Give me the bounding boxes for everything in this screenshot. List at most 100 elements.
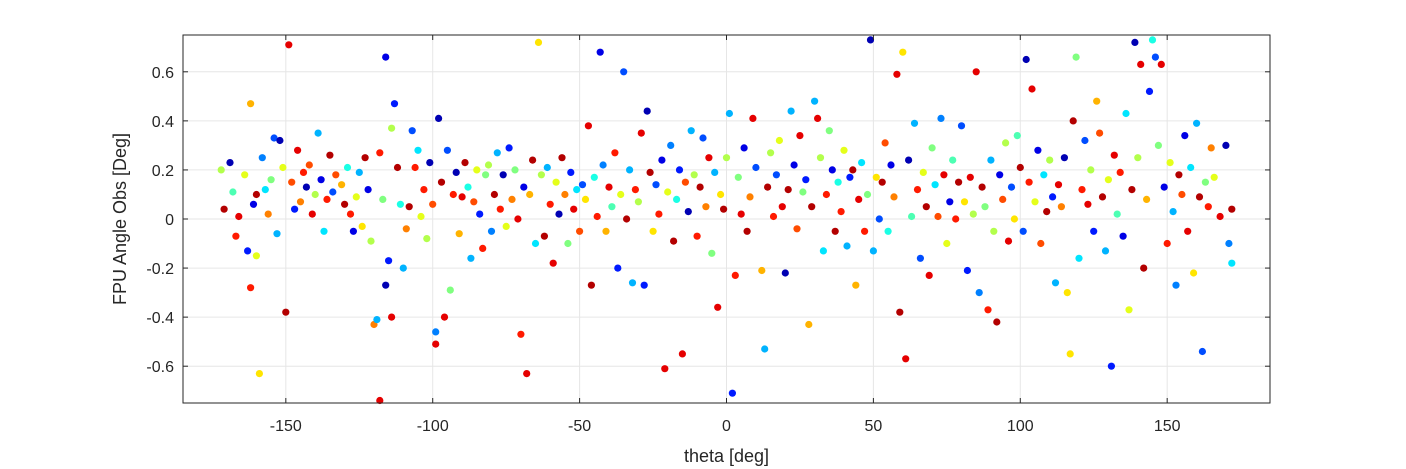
- data-point: [969, 210, 977, 218]
- y-tick-label: 0: [165, 212, 174, 229]
- data-point: [247, 284, 255, 292]
- x-tick-label: 100: [1007, 418, 1034, 435]
- data-point: [626, 166, 634, 174]
- data-point: [646, 168, 654, 176]
- data-point: [226, 159, 234, 167]
- data-point: [1166, 159, 1174, 167]
- data-point: [552, 178, 560, 186]
- data-point: [593, 212, 601, 221]
- data-point: [957, 122, 966, 130]
- data-point: [652, 181, 660, 189]
- data-point: [996, 171, 1004, 179]
- data-point: [487, 227, 496, 235]
- data-point: [681, 178, 690, 186]
- data-point: [523, 370, 531, 378]
- data-point: [1175, 171, 1183, 179]
- data-point: [508, 195, 516, 203]
- data-point: [705, 154, 713, 162]
- data-point: [946, 198, 954, 206]
- data-point: [561, 190, 569, 199]
- data-point: [440, 313, 449, 321]
- data-point: [975, 289, 983, 297]
- data-point: [534, 38, 543, 47]
- data-point: [972, 68, 980, 76]
- data-point: [1107, 362, 1115, 370]
- data-point: [379, 195, 387, 203]
- data-point: [846, 173, 854, 181]
- data-point: [1131, 38, 1139, 47]
- x-axis-title: theta [deg]: [684, 446, 769, 466]
- data-point: [913, 186, 922, 194]
- data-point: [984, 306, 992, 314]
- data-point: [925, 271, 933, 279]
- data-point: [232, 232, 240, 240]
- data-point: [828, 166, 836, 174]
- data-point: [296, 198, 305, 206]
- data-point: [555, 210, 563, 218]
- data-point: [899, 48, 907, 56]
- data-point: [1096, 129, 1104, 137]
- data-point: [270, 134, 278, 142]
- tick-marks: [183, 35, 1270, 403]
- data-point: [749, 114, 757, 122]
- data-point: [649, 227, 657, 235]
- data-point: [476, 210, 484, 218]
- data-point: [1066, 350, 1074, 358]
- data-point: [720, 205, 728, 213]
- data-point: [493, 149, 501, 157]
- data-point: [529, 156, 537, 164]
- x-tick-label: -150: [270, 418, 302, 435]
- data-point: [1022, 55, 1030, 64]
- data-point: [244, 247, 252, 255]
- data-point: [587, 281, 596, 289]
- data-point: [388, 313, 396, 321]
- data-point: [1028, 85, 1036, 93]
- data-point: [520, 183, 528, 191]
- x-tick-label: -50: [568, 418, 591, 435]
- data-point: [819, 247, 828, 255]
- data-point: [1178, 190, 1186, 199]
- data-point: [684, 208, 692, 216]
- data-point: [338, 181, 346, 189]
- data-point: [584, 122, 593, 130]
- data-point: [1190, 269, 1198, 277]
- y-tick-label: -0.4: [146, 310, 174, 327]
- data-point: [869, 247, 878, 255]
- data-point: [405, 203, 413, 211]
- data-point: [461, 159, 469, 167]
- data-point: [426, 159, 434, 167]
- data-point: [852, 281, 860, 289]
- data-point: [314, 129, 322, 137]
- data-point: [1198, 347, 1206, 356]
- data-point: [849, 166, 857, 174]
- data-point: [590, 173, 598, 181]
- data-point: [505, 144, 513, 152]
- data-point: [1069, 117, 1077, 125]
- data-point: [963, 266, 972, 275]
- data-point: [769, 212, 778, 221]
- data-point: [910, 119, 919, 127]
- data-point: [282, 308, 290, 316]
- data-point: [667, 141, 675, 149]
- data-point: [1002, 139, 1010, 147]
- data-point: [664, 188, 672, 196]
- data-point: [670, 237, 678, 245]
- data-point: [808, 203, 816, 211]
- data-point: [1207, 144, 1215, 152]
- x-tick-label: 50: [864, 418, 882, 435]
- data-point: [1104, 176, 1112, 184]
- data-point: [341, 200, 349, 208]
- data-point: [1004, 237, 1013, 245]
- data-point: [423, 235, 431, 243]
- data-point: [496, 205, 504, 213]
- data-point: [822, 190, 831, 199]
- data-point: [775, 136, 784, 145]
- y-tick-label: -0.6: [146, 359, 174, 376]
- data-point: [1049, 193, 1057, 201]
- data-point: [567, 168, 575, 176]
- data-point: [479, 244, 487, 252]
- data-point: [602, 227, 610, 235]
- data-point: [294, 146, 302, 154]
- data-point: [655, 210, 663, 218]
- data-point: [861, 227, 869, 235]
